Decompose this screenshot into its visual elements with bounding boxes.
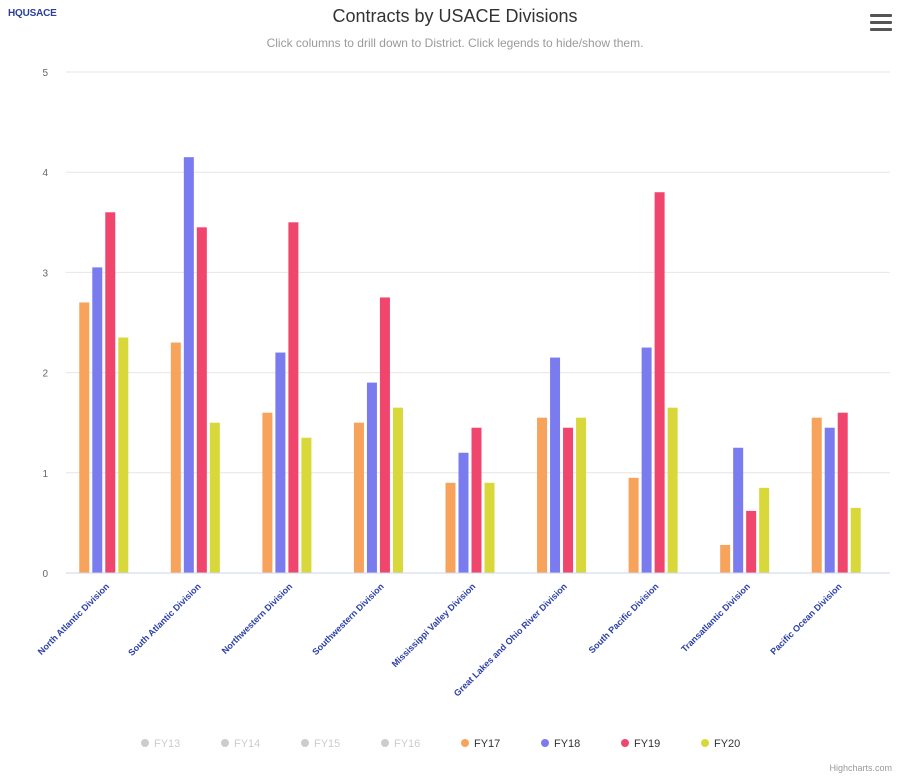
bar-fy19-8[interactable]	[837, 412, 848, 573]
bar-fy20-7[interactable]	[759, 487, 770, 573]
bar-fy17-8[interactable]	[811, 417, 822, 573]
x-axis: North Atlantic Division South Atlantic Di…	[36, 572, 890, 698]
bar-fy18-8[interactable]	[824, 427, 835, 573]
bar-fy19-6[interactable]	[654, 192, 665, 574]
legend-item-fy18[interactable]: FY18	[541, 738, 580, 750]
x-tick-label[interactable]: Transatlantic Division	[679, 581, 752, 654]
legend-item-fy17[interactable]: FY17	[461, 738, 500, 750]
x-tick-label[interactable]: North Atlantic Division	[36, 581, 111, 656]
legend-label: FY18	[554, 738, 580, 750]
bar-fy19-7[interactable]	[746, 510, 757, 573]
bar-fy17-1[interactable]	[170, 342, 181, 573]
legend: FY13 FY14 FY15 FY16 FY17 FY18 FY19 FY20	[141, 738, 740, 750]
y-tick-label: 1	[42, 469, 48, 480]
legend-marker	[221, 739, 229, 747]
x-tick-label[interactable]: Northwestern Division	[220, 581, 295, 656]
y-axis: 0 1 2 3 4 5	[42, 68, 48, 580]
bar-fy19-5[interactable]	[563, 427, 574, 573]
bar-fy19-2[interactable]	[288, 222, 299, 574]
bar-fy17-0[interactable]	[79, 302, 90, 573]
legend-label: FY20	[714, 738, 740, 750]
hamburger-menu-icon[interactable]	[870, 14, 892, 32]
bar-fy17-6[interactable]	[628, 477, 639, 573]
bar-fy20-4[interactable]	[484, 482, 495, 573]
bar-fy17-7[interactable]	[720, 544, 731, 573]
chart-subtitle: Click columns to drill down to District.…	[266, 36, 644, 50]
bar-fy20-5[interactable]	[576, 417, 587, 573]
y-tick-label: 5	[42, 68, 48, 79]
x-tick-label[interactable]: Mississippi Valley Division	[390, 581, 478, 669]
legend-item-fy14[interactable]: FY14	[221, 738, 260, 750]
bar-fy18-0[interactable]	[92, 267, 103, 573]
legend-marker	[461, 739, 469, 747]
y-tick-label: 2	[42, 369, 48, 380]
bar-fy18-2[interactable]	[275, 352, 286, 573]
legend-label: FY14	[234, 738, 260, 750]
bar-fy20-8[interactable]	[850, 507, 861, 573]
bar-fy20-1[interactable]	[209, 422, 220, 573]
bar-fy20-2[interactable]	[301, 437, 312, 573]
bars	[79, 157, 861, 574]
legend-marker	[301, 739, 309, 747]
y-tick-label: 3	[42, 268, 48, 279]
legend-label: FY19	[634, 738, 660, 750]
legend-label: FY13	[154, 738, 180, 750]
bar-fy19-0[interactable]	[105, 212, 116, 573]
bar-fy17-2[interactable]	[262, 412, 273, 573]
legend-marker	[381, 739, 389, 747]
bar-fy17-5[interactable]	[537, 417, 548, 573]
bar-fy19-3[interactable]	[379, 297, 390, 573]
bar-fy18-3[interactable]	[366, 382, 377, 573]
y-tick-label: 0	[42, 569, 48, 580]
bar-fy18-7[interactable]	[733, 447, 744, 573]
bar-fy17-3[interactable]	[353, 422, 364, 573]
bar-fy18-6[interactable]	[641, 347, 652, 573]
logo: HQUSACE	[8, 8, 57, 19]
bar-fy19-4[interactable]	[471, 427, 482, 573]
legend-marker	[141, 739, 149, 747]
credits[interactable]: Highcharts.com	[829, 763, 892, 773]
legend-item-fy20[interactable]: FY20	[701, 738, 740, 750]
y-tick-label: 4	[42, 168, 48, 179]
chart-title: Contracts by USACE Divisions	[332, 6, 578, 26]
x-tick-label[interactable]: South Atlantic Division	[126, 581, 202, 657]
legend-item-fy19[interactable]: FY19	[621, 738, 660, 750]
legend-label: FY17	[474, 738, 500, 750]
bar-fy18-1[interactable]	[183, 157, 194, 574]
bar-fy18-4[interactable]	[458, 452, 469, 573]
bar-fy20-3[interactable]	[392, 407, 403, 573]
legend-item-fy16[interactable]: FY16	[381, 738, 420, 750]
x-tick-label[interactable]: South Pacific Division	[587, 581, 661, 655]
legend-marker	[541, 739, 549, 747]
bar-fy17-4[interactable]	[445, 482, 456, 573]
legend-item-fy13[interactable]: FY13	[141, 738, 180, 750]
x-tick-label[interactable]: Pacific Ocean Division	[768, 581, 843, 656]
legend-marker	[621, 739, 629, 747]
bar-fy18-5[interactable]	[550, 357, 561, 573]
bar-fy20-0[interactable]	[118, 337, 129, 573]
x-tick-label[interactable]: Southwestern Division	[310, 581, 386, 657]
bar-fy20-6[interactable]	[667, 407, 678, 573]
legend-label: FY16	[394, 738, 420, 750]
legend-label: FY15	[314, 738, 340, 750]
legend-marker	[701, 739, 709, 747]
bar-fy19-1[interactable]	[196, 227, 207, 573]
legend-item-fy15[interactable]: FY15	[301, 738, 340, 750]
x-tick-label[interactable]: Great Lakes and Ohio River Division	[452, 581, 569, 698]
